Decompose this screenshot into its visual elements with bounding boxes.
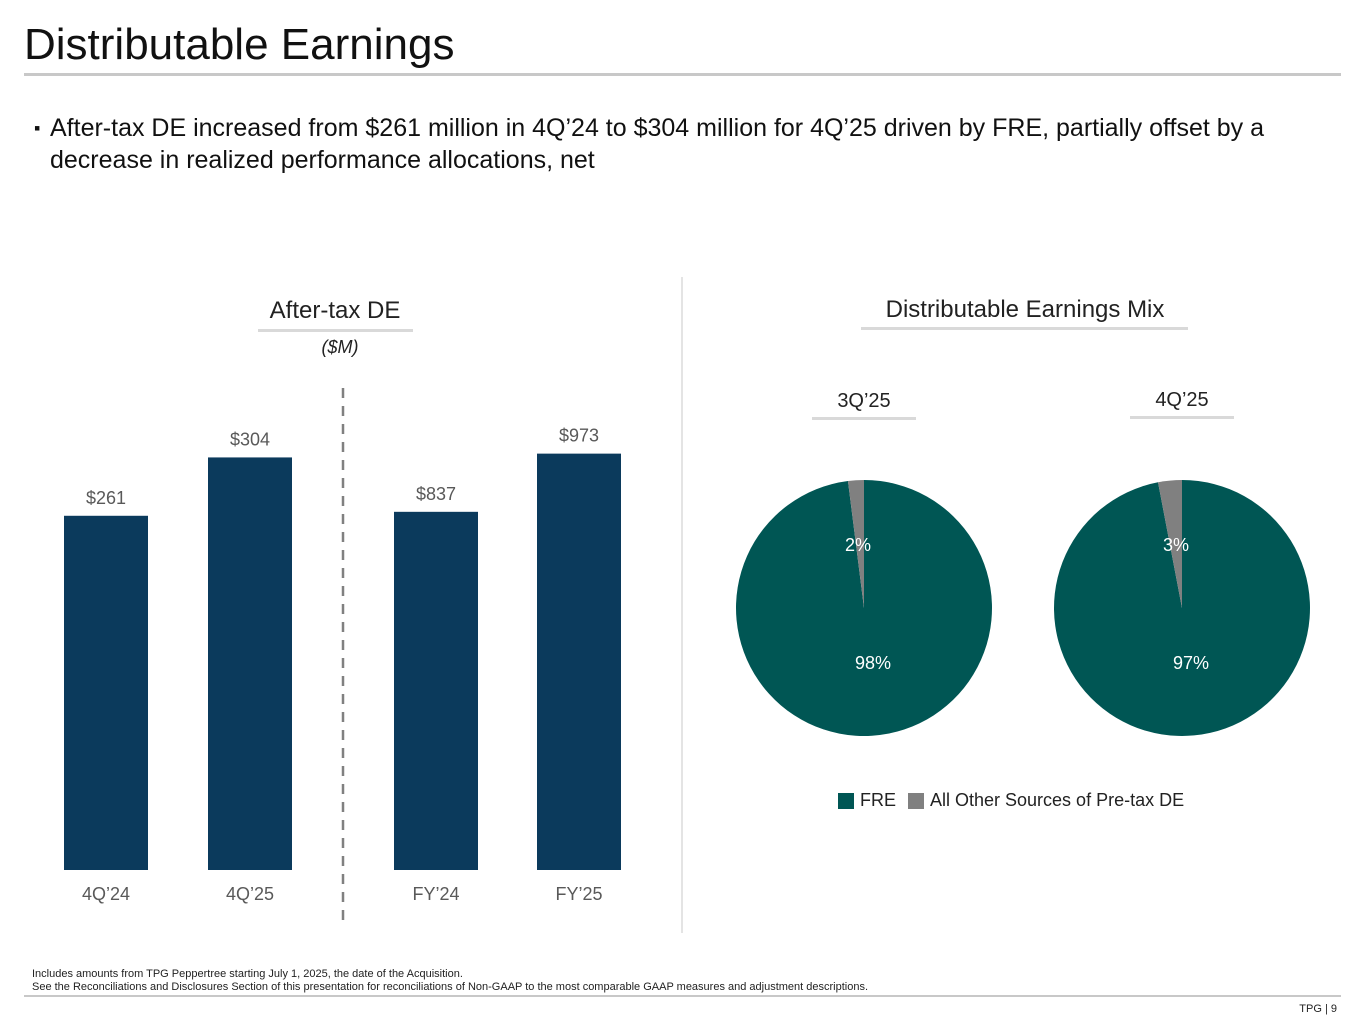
pie-label-4q25: 4Q’25 [1155,389,1209,411]
pie-label-3q25: 3Q’25 [837,390,891,412]
bar-chart: $261 4Q’24 $304 4Q’25 $837 FY’24 $973 FY’25 [64,388,621,920]
bar-tick-label-1: 4Q’25 [226,884,274,904]
bar-tick-label-2: FY’24 [412,884,459,904]
legend-item-fre: FRE [838,790,896,811]
legend-swatch-fre [838,792,854,809]
bar-0 [64,515,148,870]
title-divider [24,73,1341,76]
legend-label-other: All Other Sources of Pre-tax DE [930,790,1185,810]
pie-label-3q25-underline [812,417,916,420]
bar-chart-units: ($M) [321,337,359,357]
page-title: Distributable Earnings [24,20,455,69]
pie-1-label-other: 3% [1163,535,1189,555]
bar-3 [537,453,621,870]
panel-divider [681,277,683,933]
bar-chart-title-underline [258,329,413,332]
footnote: Includes amounts from TPG Peppertree sta… [32,968,868,994]
pie-chart: 98% 2% 97% 3% [736,480,1310,736]
bar-2 [394,511,478,870]
legend-swatch-other [908,792,924,809]
page-number: TPG | 9 [1299,1003,1337,1015]
pie-legend: FRE All Other Sources of Pre-tax DE [838,790,1196,811]
pie-chart-title: Distributable Earnings Mix [885,296,1165,323]
pie-label-4q25-underline [1130,416,1234,419]
pie-chart-title-underline [861,327,1188,330]
bullet-marker: ▪ [34,118,41,138]
bar-1 [208,457,292,870]
summary-bullet: ▪ After-tax DE increased from $261 milli… [34,112,1344,176]
pie-0-label-fre: 98% [855,653,891,673]
pie-1-slice-other [1158,480,1182,608]
pie-1-label-fre: 97% [1173,653,1209,673]
pie-0-slice-other [847,480,864,608]
pie-0-label-other: 2% [845,535,871,555]
bar-chart-title: After-tax DE [269,297,401,324]
bar-data-label-1: $304 [230,429,270,449]
footer-divider [24,995,1341,997]
legend-item-other: All Other Sources of Pre-tax DE [908,790,1184,811]
bar-tick-label-3: FY’25 [555,884,602,904]
footnote-line-1: Includes amounts from TPG Peppertree sta… [32,968,463,980]
footnote-line-2: See the Reconciliations and Disclosures … [32,981,869,993]
legend-label-fre: FRE [860,790,896,810]
summary-bullet-text: After-tax DE increased from $261 million… [50,114,1264,174]
bar-data-label-2: $837 [416,484,456,504]
bar-data-label-0: $261 [86,488,126,508]
bar-tick-label-0: 4Q’24 [82,884,130,904]
bar-data-label-3: $973 [559,426,599,446]
